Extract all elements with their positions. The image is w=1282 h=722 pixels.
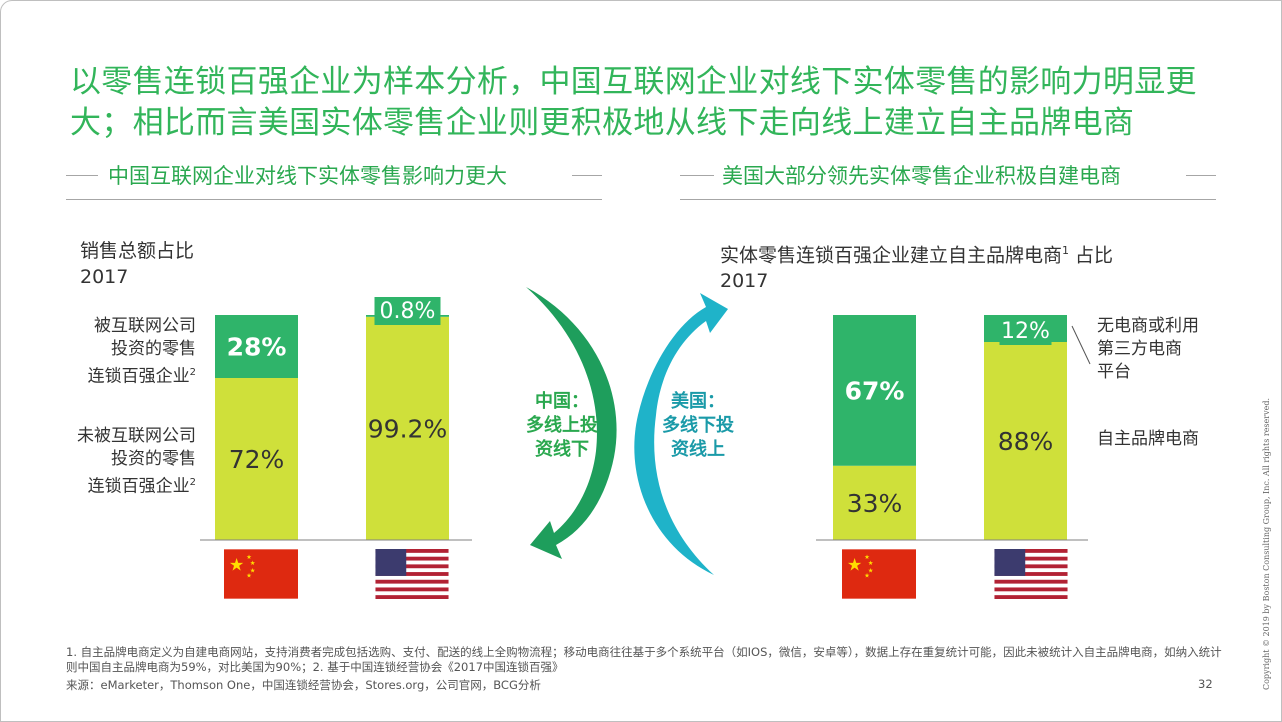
right-measure-label: 实体零售连锁百强企业建立自主品牌电商1 占比 2017 bbox=[720, 238, 1113, 294]
curved-arrows bbox=[526, 287, 728, 575]
data-label-right-chart-1-0: 88% bbox=[998, 427, 1054, 456]
svg-text:★: ★ bbox=[250, 567, 256, 574]
right-legend-own-ecommerce: 自主品牌电商 bbox=[1097, 429, 1199, 449]
slide-title: 以零售连锁百强企业为样本分析，中国互联网企业对线下实体零售的影响力明显更大；相比… bbox=[70, 64, 1197, 141]
left-heading-rule-bottom bbox=[66, 199, 602, 200]
china-flag-icon: ★ ★ ★ ★ ★ bbox=[224, 549, 298, 599]
china-arrow-label: 中国： 多线上投 资线下 bbox=[526, 391, 598, 460]
right-measure-year: 2017 bbox=[720, 270, 769, 293]
data-label-left-chart-1-0: 99.2% bbox=[368, 414, 447, 443]
us-arrow-label: 美国： 多线下投 资线上 bbox=[662, 391, 734, 460]
data-label-badge-left-chart-1 bbox=[374, 297, 441, 325]
bar-segment-left-chart-0-1 bbox=[215, 315, 298, 378]
left-panel-heading: 中国互联网企业对线下实体零售影响力更大 bbox=[108, 164, 507, 188]
bar-segment-left-chart-0-0 bbox=[215, 378, 298, 540]
left-row-label-not-invested: 未被互联网公司 投资的零售 连锁百强企业2 bbox=[77, 426, 196, 497]
curved-arrow-up-icon bbox=[634, 293, 728, 575]
right-measure-title: 实体零售连锁百强企业建立自主品牌电商1 占比 bbox=[720, 244, 1114, 267]
right-legend-no-own-ecommerce: 无电商或利用 第三方电商 平台 bbox=[1097, 316, 1199, 382]
data-label-left-chart-0-1: 28% bbox=[227, 333, 287, 362]
china-flag-icon-right: ★ ★ ★ ★ ★ bbox=[842, 549, 916, 599]
curved-arrow-down-icon bbox=[526, 287, 617, 559]
data-label-right-chart-0-1: 67% bbox=[845, 376, 905, 405]
svg-text:★: ★ bbox=[868, 560, 874, 567]
svg-text:★: ★ bbox=[864, 573, 870, 580]
left-row-label-invested: 被互联网公司 投资的零售 连锁百强企业2 bbox=[87, 316, 196, 387]
left-measure-title: 销售总额占比 bbox=[80, 240, 195, 262]
bar-segment-right-chart-0-1 bbox=[833, 315, 916, 466]
copyright-text: Copyright © 2019 by Boston Consulting Gr… bbox=[1262, 397, 1271, 690]
footnote-text: 1. 自主品牌电商定义为自建电商网站，支持消费者完成包括选购、支付、配送的线上全… bbox=[66, 645, 1222, 674]
svg-text:★: ★ bbox=[868, 567, 874, 574]
bar-segment-left-chart-1-0 bbox=[366, 316, 449, 540]
svg-text:★: ★ bbox=[246, 554, 252, 561]
left-measure-year: 2017 bbox=[80, 266, 129, 288]
svg-text:★: ★ bbox=[250, 560, 256, 567]
us-flag-icon-right bbox=[994, 549, 1068, 599]
left-stacked-bar-chart: 72% 28% 99.2% 0.8% bbox=[200, 297, 472, 541]
svg-text:★: ★ bbox=[864, 554, 870, 561]
page-number: 32 bbox=[1198, 677, 1213, 691]
data-label-right-chart-1-1: 12% bbox=[1001, 319, 1050, 344]
data-label-left-chart-1-1: 0.8% bbox=[380, 299, 436, 324]
svg-text:★: ★ bbox=[246, 573, 252, 580]
right-stacked-bar-chart: 33% 67% 88% 12% bbox=[816, 315, 1088, 541]
bar-segment-right-chart-1-0 bbox=[984, 342, 1067, 540]
us-flag-icon bbox=[375, 549, 449, 599]
bar-segment-right-chart-0-0 bbox=[833, 465, 916, 540]
data-label-right-chart-0-0: 33% bbox=[847, 489, 903, 518]
left-measure-label: 销售总额占比 2017 bbox=[80, 238, 194, 290]
data-label-left-chart-0-0: 72% bbox=[229, 445, 285, 474]
right-heading-rule-left bbox=[680, 175, 714, 176]
left-heading-rule-left bbox=[66, 175, 98, 176]
data-label-badge-right-chart-1 bbox=[999, 317, 1052, 345]
svg-text:★: ★ bbox=[229, 555, 244, 575]
svg-text:★: ★ bbox=[847, 555, 862, 575]
right-heading-rule-right bbox=[1186, 175, 1216, 176]
left-heading-rule-right bbox=[572, 175, 602, 176]
source-text: 来源：eMarketer，Thomson One，中国连锁经营协会，Stores… bbox=[66, 678, 541, 692]
right-panel-heading: 美国大部分领先实体零售企业积极自建电商 bbox=[722, 164, 1121, 188]
right-heading-rule-bottom bbox=[680, 199, 1216, 200]
